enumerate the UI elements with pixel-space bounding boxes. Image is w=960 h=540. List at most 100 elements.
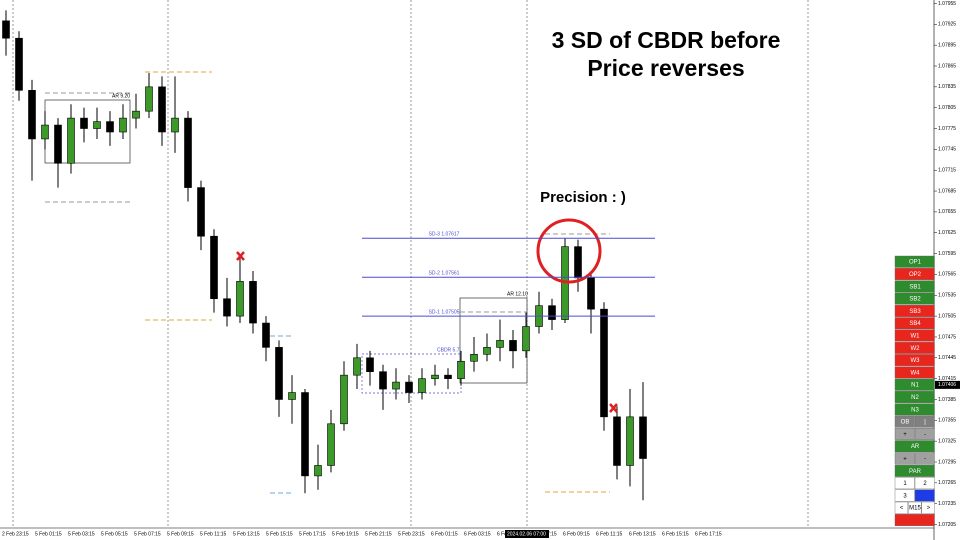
y-tick-label: 1.07565 [938,272,956,278]
panel-button-label: SB3 [909,309,921,315]
x-tick-label: 6 Feb [497,531,510,537]
candle-body [613,416,621,466]
panel-button-label: N3 [911,407,919,413]
sd-level-label: SD-1 1.07505 [429,309,460,315]
x-tick-label: 5 Feb 07:15 [134,531,161,537]
y-tick-label: 1.07775 [938,126,956,132]
crosshair-time-bg [505,530,549,538]
candle-body [379,371,387,390]
panel-button [921,501,935,514]
candle-body [249,281,257,324]
candle-body [587,277,595,310]
x-tick-label: 6 Feb 15:15 [662,531,689,537]
panel-button [894,452,915,465]
candle-body [15,37,23,91]
candle-body [418,378,426,393]
panel-button [894,292,935,305]
panel-button-label: < [900,506,904,512]
panel-button-label: W2 [911,346,921,352]
candle-body [483,347,491,355]
y-tick-label: 1.07325 [938,438,956,444]
panel-button-label: | [924,420,926,426]
y-tick-label: 1.07265 [938,480,956,486]
candle-body [2,20,10,39]
x-tick-label: 5 Feb 13:15 [233,531,260,537]
candle-body [93,121,101,129]
y-tick-label: 1.07865 [938,63,956,69]
panel-button [894,280,935,293]
y-tick-label: 1.07625 [938,230,956,236]
candle-body [210,235,218,300]
panel-button-label: 3 [903,493,907,499]
candle-body [366,357,374,372]
candle-body [119,117,127,133]
y-tick-label: 1.07205 [938,522,956,528]
candle-body [288,392,296,400]
candle-body [470,354,478,362]
cbdr-label: CBDR 5.7 [437,347,460,353]
panel-button [894,428,915,440]
panel-button-label: OP1 [909,260,922,266]
panel-button [914,415,935,428]
panel-button [894,354,935,367]
sd-level-label: SD-2 1.07561 [429,271,460,277]
candle-body [301,392,309,477]
y-tick-label: 1.07745 [938,147,956,153]
candle-body [639,416,647,459]
candle-body [41,124,49,140]
candle-body [574,246,582,279]
x-tick-label: 5 Feb 09:15 [167,531,194,537]
panel-button [894,341,935,354]
x-tick-label: 5 Feb 21:15 [365,531,392,537]
candle-body [54,124,62,164]
panel-button-label: 2 [923,481,927,487]
x-tick-label: 5 Feb 01:15 [35,531,62,537]
candle-body [392,381,400,390]
y-tick-label: 1.07835 [938,84,956,90]
panel-button [894,464,935,477]
panel-button-label: - [924,457,926,463]
x-tick-label: 6 Feb 03:15 [464,531,491,537]
candle-body [106,121,114,133]
candle-body [444,374,452,379]
panel-button [894,403,935,416]
candle-body [197,187,205,237]
panel-button-label: N2 [911,395,919,401]
x-tick-label: 6 Feb 13:15 [629,531,656,537]
panel-button-label: OB [901,420,910,426]
y-tick-label: 1.07475 [938,334,956,340]
panel-button-label: + [903,432,907,438]
x-tick-label: 5 Feb 19:15 [332,531,359,537]
panel-button [894,477,915,490]
candle-body [405,381,413,393]
panel-button-label: PAR [909,469,922,475]
panel-button [894,305,935,317]
sd-level-label: SD-3 1.07617 [429,232,460,238]
y-tick-label: 1.07355 [938,418,956,424]
x-tick-label: 5 Feb 23:15 [398,531,425,537]
panel-button [908,501,922,514]
panel-button [894,514,935,526]
x-tick-label: 5 Feb 05:15 [101,531,128,537]
candle-body [275,347,283,400]
candle-body [600,308,608,418]
panel-button [894,415,915,428]
panel-button [914,477,935,490]
price-marker-label: 1.07406 [938,382,956,388]
price-marker [935,380,960,389]
y-tick-label: 1.07505 [938,313,956,319]
panel-button-label: W4 [911,370,921,376]
box-label: AR 12.10 [507,291,528,297]
y-tick-label: 1.07895 [938,42,956,48]
candle-body [340,374,348,425]
y-tick-label: 1.07235 [938,501,956,507]
candle-body [158,86,166,133]
candle-body [262,322,270,348]
y-tick-label: 1.07955 [938,1,956,7]
candle-body [67,117,75,164]
y-tick-label: 1.07535 [938,293,956,299]
candle-body [496,340,504,348]
panel-button-label: W3 [911,358,921,364]
candle-body [353,357,361,376]
